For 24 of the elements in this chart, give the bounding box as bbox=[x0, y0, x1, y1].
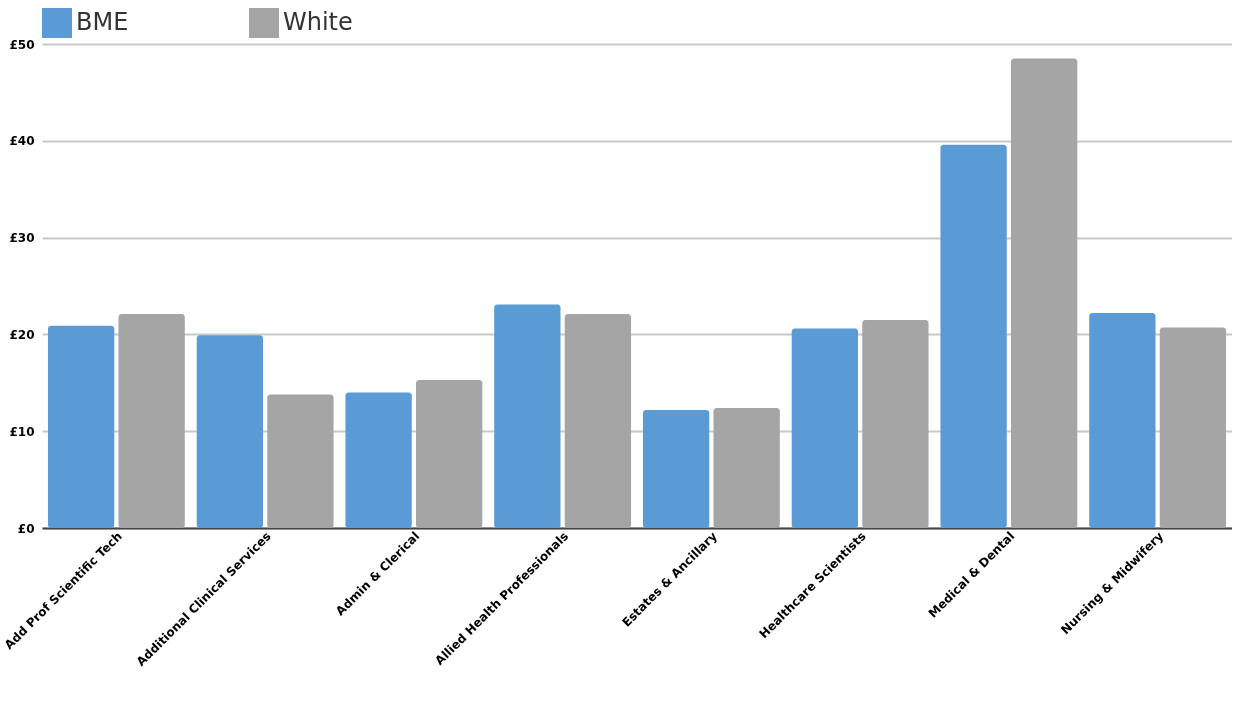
bar bbox=[642, 409, 710, 528]
bar bbox=[345, 392, 412, 528]
bar bbox=[791, 328, 859, 528]
legend-label: White bbox=[283, 8, 353, 36]
y-tick-label: £20 bbox=[9, 327, 35, 342]
bar bbox=[415, 379, 483, 528]
bar bbox=[494, 304, 561, 528]
y-tick-label: £40 bbox=[9, 134, 35, 149]
bar bbox=[1010, 58, 1078, 528]
y-tick-label: £30 bbox=[9, 231, 35, 246]
bar bbox=[862, 319, 929, 528]
bar bbox=[267, 394, 334, 528]
bar bbox=[1159, 327, 1227, 528]
bar bbox=[196, 335, 264, 528]
y-tick-label: £50 bbox=[9, 37, 35, 52]
bar bbox=[564, 314, 632, 528]
bar bbox=[713, 407, 780, 528]
y-tick-label: £0 bbox=[17, 521, 35, 536]
bar bbox=[118, 314, 185, 528]
bar bbox=[1089, 313, 1156, 528]
y-tick-label: £10 bbox=[9, 424, 35, 439]
bar bbox=[940, 144, 1007, 528]
legend-label: BME bbox=[76, 8, 129, 36]
bar bbox=[47, 325, 115, 528]
